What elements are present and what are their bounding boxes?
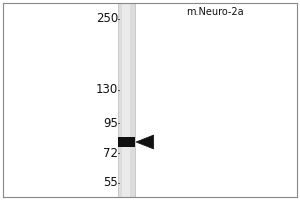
Text: 72: 72 (103, 147, 118, 160)
Polygon shape (136, 135, 154, 149)
Bar (118, 3, 134, 197)
Bar (122, 3, 130, 197)
Text: 55: 55 (103, 176, 118, 189)
Text: m.Neuro-2a: m.Neuro-2a (186, 7, 244, 17)
Bar (118, 137, 134, 147)
Text: 95: 95 (103, 117, 118, 130)
Text: 130: 130 (96, 83, 118, 96)
Text: 250: 250 (96, 12, 118, 25)
